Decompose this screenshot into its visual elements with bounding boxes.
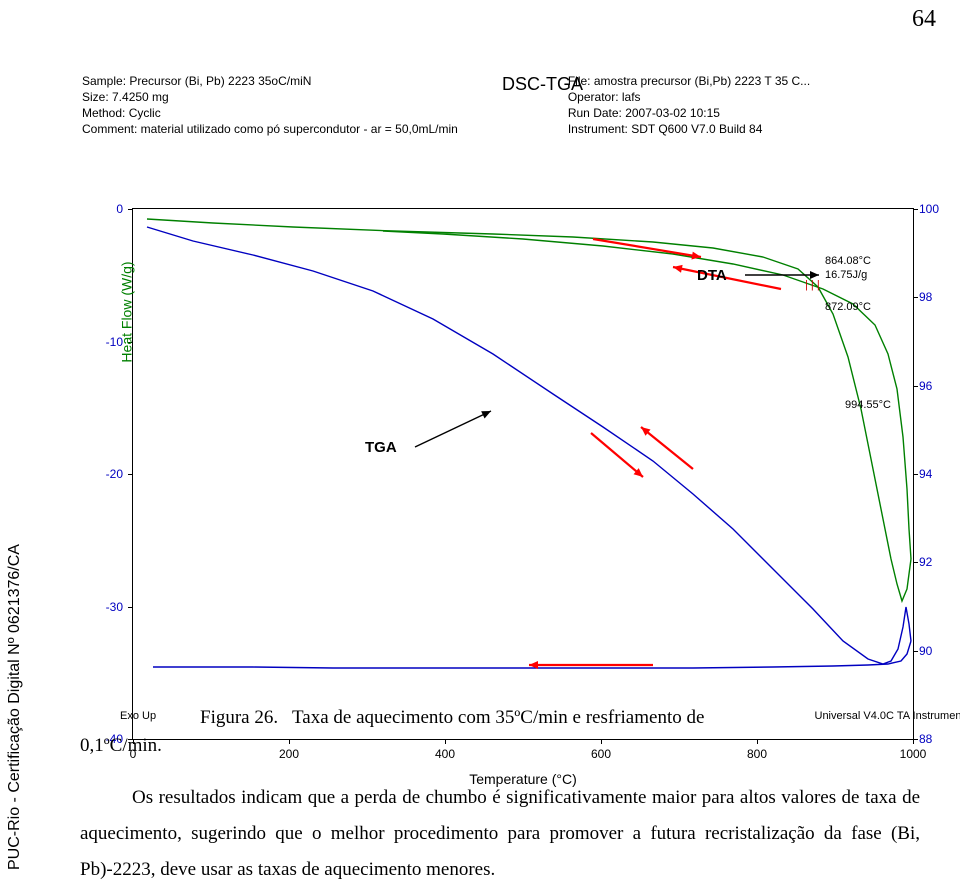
chart-title: DSC-TGA bbox=[502, 74, 583, 95]
meta-instrument: Instrument: SDT Q600 V7.0 Build 84 bbox=[568, 122, 810, 136]
meta-right: File: amostra precursor (Bi,Pb) 2223 T 3… bbox=[568, 74, 810, 136]
y-right-tick: 90 bbox=[919, 644, 949, 658]
caption-rate: 0,1ºC/min. bbox=[80, 735, 162, 757]
peak-2-temp: 872.09°C bbox=[825, 301, 871, 313]
peak-3-temp: 994.55°C bbox=[845, 399, 891, 411]
y-right-tick: 98 bbox=[919, 290, 949, 304]
dta-heating-curve bbox=[147, 219, 911, 601]
y-left-label: Heat Flow (W/g) bbox=[119, 261, 135, 362]
meta-operator: Operator: lafs bbox=[568, 90, 810, 104]
curves-svg bbox=[133, 209, 913, 739]
meta-comment: Comment: material utilizado como pó supe… bbox=[82, 122, 458, 136]
tga-label: TGA bbox=[365, 439, 397, 456]
body-paragraph: Os resultados indicam que a perda de chu… bbox=[80, 780, 920, 888]
red-arrow-group bbox=[529, 239, 781, 669]
chart-container: DSC-TGA Sample: Precursor (Bi, Pb) 2223 … bbox=[82, 74, 952, 668]
page-number: 64 bbox=[912, 6, 936, 33]
dta-label: DTA bbox=[697, 267, 727, 284]
peak-1-energy: 16.75J/g bbox=[825, 269, 867, 281]
tga-heating-curve bbox=[147, 227, 911, 664]
y-right-tick: 96 bbox=[919, 379, 949, 393]
exo-up-label: Exo Up bbox=[120, 710, 156, 722]
x-tick: 400 bbox=[425, 747, 465, 761]
x-tick: 200 bbox=[269, 747, 309, 761]
y-left-tick: -30 bbox=[93, 600, 123, 614]
meta-sample: Sample: Precursor (Bi, Pb) 2223 35oC/miN bbox=[82, 74, 458, 88]
y-left-tick: -20 bbox=[93, 467, 123, 481]
side-certification: PUC-Rio - Certificação Digital Nº 062137… bbox=[6, 544, 24, 870]
y-right-tick: 92 bbox=[919, 555, 949, 569]
meta-left: Sample: Precursor (Bi, Pb) 2223 35oC/miN… bbox=[82, 74, 458, 136]
meta-rundate: Run Date: 2007-03-02 10:15 bbox=[568, 106, 810, 120]
black-arrow-group bbox=[415, 271, 819, 447]
figure-label: Figura 26. bbox=[200, 707, 278, 728]
peak-1-temp: 864.08°C bbox=[825, 255, 871, 267]
peak-markers: | | | bbox=[805, 279, 820, 291]
y-left-tick: 0 bbox=[93, 202, 123, 216]
x-tick: 600 bbox=[581, 747, 621, 761]
y-right-tick: 94 bbox=[919, 467, 949, 481]
meta-file: File: amostra precursor (Bi,Pb) 2223 T 3… bbox=[568, 74, 810, 88]
y-right-tick: 100 bbox=[919, 202, 949, 216]
x-tick: 1000 bbox=[893, 747, 933, 761]
y-right-tick: 88 bbox=[919, 732, 949, 746]
meta-method: Method: Cyclic bbox=[82, 106, 458, 120]
figure-caption: Figura 26. Taxa de aquecimento com 35ºC/… bbox=[200, 700, 920, 736]
x-tick: 800 bbox=[737, 747, 777, 761]
figure-caption-text: Taxa de aquecimento com 35ºC/min e resfr… bbox=[292, 707, 704, 728]
meta-size: Size: 7.4250 mg bbox=[82, 90, 458, 104]
plot-area: DTA TGA 864.08°C 16.75J/g 872.09°C | | |… bbox=[132, 208, 914, 740]
